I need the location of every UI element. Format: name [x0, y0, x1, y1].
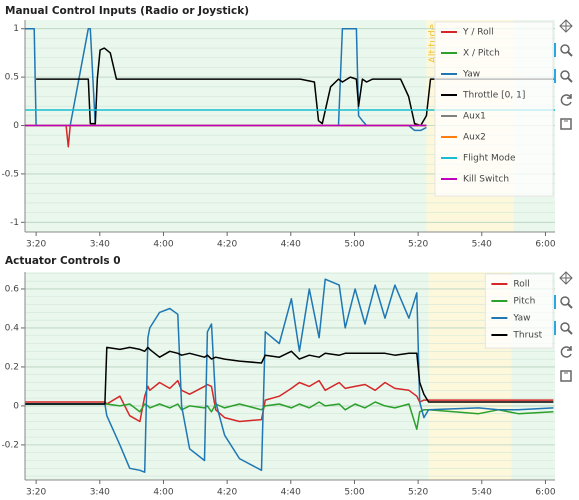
- y-tick-label: 0.2: [5, 362, 19, 372]
- x-tick-label: 4:00: [153, 488, 173, 498]
- y-tick-label: -0.5: [1, 169, 19, 179]
- zoom-handle: [567, 77, 573, 83]
- toolbar-icon[interactable]: [554, 321, 573, 335]
- y-tick-label: 0.6: [5, 284, 20, 294]
- x-tick-label: 4:20: [217, 240, 237, 250]
- zoom-handle: [567, 51, 573, 57]
- series-line: [25, 401, 554, 431]
- legend-box: [434, 21, 554, 197]
- chart-panel: Actuator Controls 0 0.6 0.4 0.2 0 -0.2 3:20 3:4…: [1, 255, 573, 498]
- toolbar-icon[interactable]: [560, 370, 572, 382]
- save-icon: [560, 118, 572, 130]
- zoom-handle: [567, 303, 573, 309]
- zoom-icon: [560, 70, 570, 80]
- x-tick-label: 4:40: [281, 488, 301, 498]
- legend-label[interactable]: Thrust: [512, 331, 542, 341]
- toolbar-icon[interactable]: [560, 118, 572, 130]
- series-line: [25, 379, 554, 423]
- y-tick-label: 0: [13, 121, 19, 131]
- reset-icon: [560, 346, 572, 358]
- series-line: [36, 47, 555, 127]
- x-tick-label: 5:20: [408, 240, 428, 250]
- toolbar-icon[interactable]: [559, 19, 573, 33]
- zoom-icon: [560, 44, 570, 54]
- x-tick-label: 3:40: [90, 240, 110, 250]
- x-tick-label: 3:40: [90, 488, 110, 498]
- x-tick-label: 3:20: [26, 488, 46, 498]
- legend-label[interactable]: Yaw: [462, 70, 480, 80]
- x-tick-label: 4:00: [153, 240, 173, 250]
- reset-icon: [560, 94, 572, 106]
- y-tick-label: 0: [13, 401, 19, 411]
- legend-label[interactable]: X / Pitch: [463, 49, 500, 59]
- x-tick-label: 4:20: [217, 488, 237, 498]
- legend-label[interactable]: Kill Switch: [463, 175, 509, 185]
- legend-label[interactable]: Roll: [513, 280, 529, 290]
- x-tick-label: 5:40: [472, 240, 492, 250]
- x-tick-label: 6:00: [535, 240, 555, 250]
- y-tick-label: 0.4: [5, 323, 20, 333]
- toolbar-icon[interactable]: [554, 43, 573, 57]
- zoom-icon: [560, 296, 570, 306]
- y-tick-label: 1: [13, 24, 19, 34]
- legend-label[interactable]: Yaw: [512, 314, 530, 324]
- legend-label[interactable]: Y / Roll: [462, 28, 494, 38]
- zoom-handle: [567, 329, 573, 335]
- legend-label[interactable]: Pitch: [513, 297, 535, 307]
- pan-icon: [559, 271, 573, 285]
- x-tick-label: 5:00: [344, 240, 364, 250]
- toolbar-icon[interactable]: [560, 94, 572, 106]
- toolbar-icon[interactable]: [554, 69, 573, 83]
- x-tick-label: 5:20: [408, 488, 428, 498]
- lines: [25, 278, 554, 473]
- x-tick-label: 6:00: [535, 488, 555, 498]
- mode-label: Altitude: [427, 24, 438, 63]
- zoom-icon: [560, 322, 570, 332]
- pan-icon: [559, 19, 573, 33]
- x-tick-label: 5:00: [344, 488, 364, 498]
- legend-label[interactable]: Aux2: [463, 133, 486, 143]
- save-icon: [560, 370, 572, 382]
- series-line: [25, 278, 554, 473]
- y-tick-label: -0.2: [1, 440, 19, 450]
- legend-label[interactable]: Aux1: [463, 112, 486, 122]
- series-line: [25, 346, 554, 405]
- lines: [25, 27, 555, 148]
- toolbar-icon[interactable]: [554, 295, 573, 309]
- legend-label[interactable]: Flight Mode: [463, 154, 516, 164]
- legend-label[interactable]: Throttle [0, 1]: [462, 91, 525, 101]
- chart-panel: Manual Control Inputs (Radio or Joystick…: [1, 5, 573, 250]
- y-tick-label: 0.5: [5, 73, 19, 83]
- chart-title: Manual Control Inputs (Radio or Joystick…: [5, 5, 249, 17]
- y-tick-label: -1: [10, 218, 19, 228]
- toolbar-icon[interactable]: [559, 271, 573, 285]
- x-tick-label: 5:40: [472, 488, 492, 498]
- x-tick-label: 4:40: [281, 240, 301, 250]
- x-tick-label: 3:20: [26, 240, 46, 250]
- toolbar-icon[interactable]: [560, 346, 572, 358]
- chart-title: Actuator Controls 0: [5, 255, 121, 267]
